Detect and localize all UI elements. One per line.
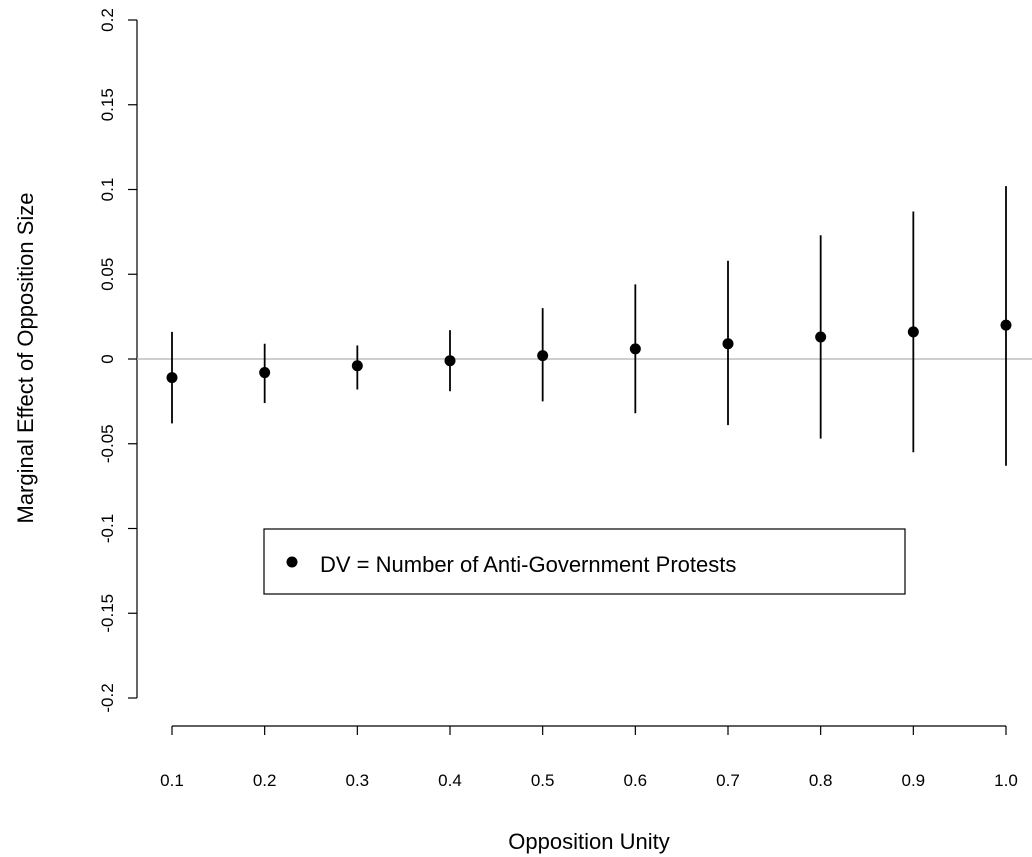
legend: DV = Number of Anti-Government Protests xyxy=(263,528,906,595)
y-tick-label: -0.2 xyxy=(98,683,117,712)
data-points xyxy=(166,319,1012,384)
legend-marker xyxy=(286,556,298,568)
y-tick-label: 0.05 xyxy=(98,258,117,291)
y-tick-label: 0.2 xyxy=(98,8,117,32)
x-tick-label: 0.8 xyxy=(809,771,833,790)
data-point xyxy=(351,360,363,372)
data-point xyxy=(629,343,641,355)
x-tick-label: 0.6 xyxy=(624,771,648,790)
y-tick-label: -0.05 xyxy=(98,424,117,463)
y-tick-label: 0.1 xyxy=(98,178,117,202)
legend-box xyxy=(263,528,906,595)
y-tick-label: -0.15 xyxy=(98,594,117,633)
data-point xyxy=(1000,319,1012,331)
x-tick-label: 0.9 xyxy=(902,771,926,790)
data-point xyxy=(907,326,919,338)
x-axis-title: Opposition Unity xyxy=(508,829,669,854)
data-point xyxy=(722,338,734,350)
data-point xyxy=(259,367,271,379)
x-tick-label: 0.4 xyxy=(438,771,462,790)
x-tick-label: 0.3 xyxy=(346,771,370,790)
y-tick-label: 0 xyxy=(98,354,117,363)
x-axis: 0.1 0.2 0.3 0.4 0.5 0.6 0.7 0.8 0.9 1.0 xyxy=(160,725,1018,790)
y-tick-label: 0.15 xyxy=(98,88,117,121)
y-tick-label: -0.1 xyxy=(98,514,117,543)
y-axis-title: Marginal Effect of Opposition Size xyxy=(13,193,38,524)
y-axis: -0.2 -0.15 -0.1 -0.05 0 0.05 0.1 0.15 0.2 xyxy=(98,8,138,713)
x-tick-label: 0.7 xyxy=(716,771,740,790)
x-tick-label: 1.0 xyxy=(994,771,1018,790)
data-point xyxy=(537,350,549,362)
x-tick-label: 0.1 xyxy=(160,771,184,790)
data-point xyxy=(166,372,178,384)
data-point xyxy=(444,355,456,367)
x-tick-label: 0.2 xyxy=(253,771,277,790)
data-point xyxy=(815,331,827,343)
legend-entry-label: DV = Number of Anti-Government Protests xyxy=(320,552,736,577)
x-tick-label: 0.5 xyxy=(531,771,555,790)
